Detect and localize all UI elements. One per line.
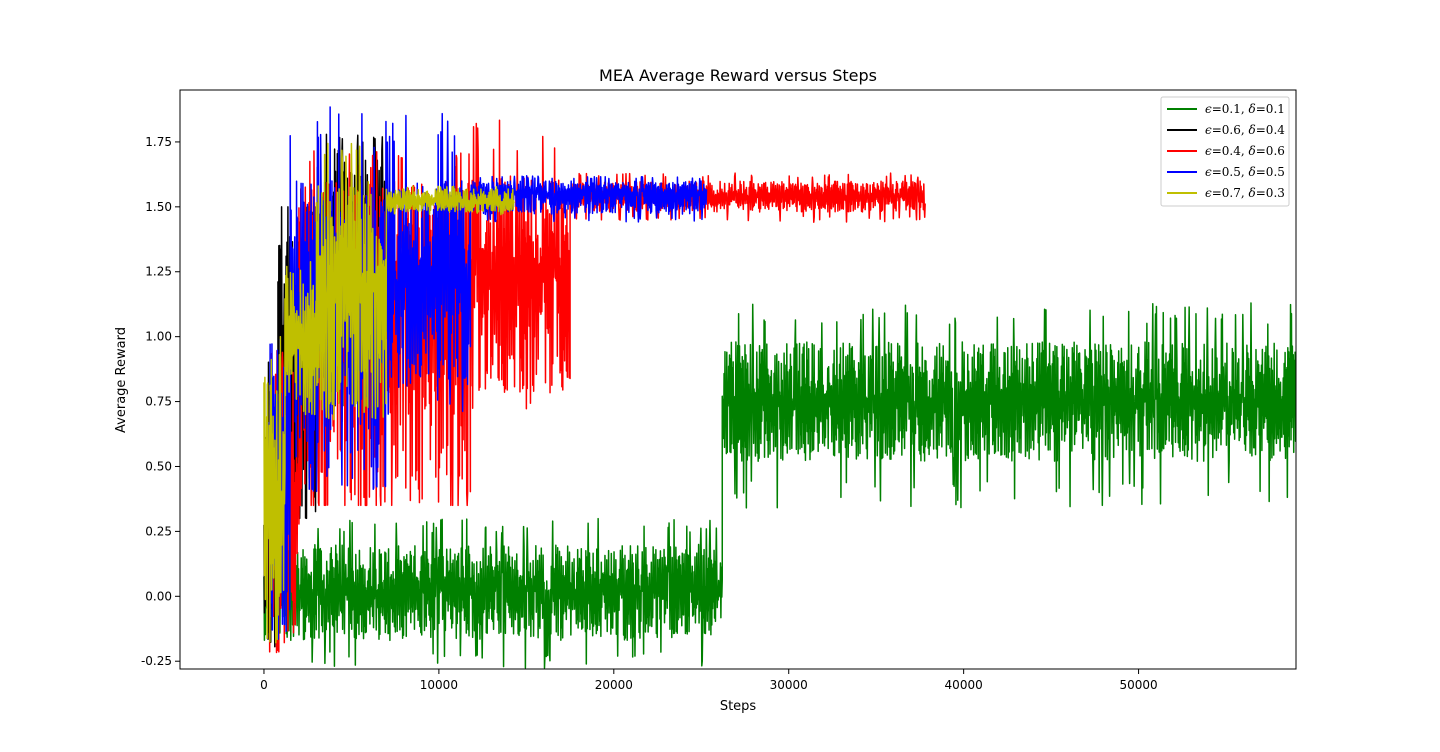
x-tick-label: 30000 bbox=[770, 678, 808, 692]
y-tick-label: 1.00 bbox=[145, 330, 172, 344]
series-line-1 bbox=[263, 302, 1296, 669]
legend-entry-5: ϵ=0.7, δ=0.3 bbox=[1205, 186, 1285, 200]
y-axis: -0.25 0.00 0.25 0.50 0.75 1.00 1.25 1.50 1.75 bbox=[141, 135, 180, 668]
x-tick-label: 20000 bbox=[595, 678, 633, 692]
x-tick-label: 40000 bbox=[945, 678, 983, 692]
x-tick-label: 50000 bbox=[1119, 678, 1157, 692]
y-tick-label: 0.75 bbox=[145, 395, 172, 409]
y-tick-label: 0.50 bbox=[145, 459, 172, 473]
y-tick-label: 0.00 bbox=[145, 589, 172, 603]
y-axis-label: Average Reward bbox=[114, 327, 129, 433]
axes-frame bbox=[179, 89, 1297, 670]
chart-title: MEA Average Reward versus Steps bbox=[599, 66, 877, 85]
plot-area bbox=[263, 106, 1296, 669]
legend-entry-2: ϵ=0.6, δ=0.4 bbox=[1205, 123, 1285, 137]
y-tick-label: 1.50 bbox=[145, 200, 172, 214]
y-tick-label: 1.25 bbox=[145, 265, 172, 279]
legend-box bbox=[1160, 96, 1290, 207]
legend: ϵ=0.1, δ=0.1 ϵ=0.6, δ=0.4 ϵ=0.4, δ=0.6 ϵ=0.… bbox=[1160, 96, 1290, 207]
x-axis: 0 10000 20000 30000 40000 50000 bbox=[260, 669, 1158, 692]
y-tick-label: -0.25 bbox=[141, 654, 172, 668]
legend-entry-1: ϵ=0.1, δ=0.1 bbox=[1205, 102, 1285, 116]
legend-entry-3: ϵ=0.4, δ=0.6 bbox=[1205, 144, 1285, 158]
y-tick-label: 1.75 bbox=[145, 135, 172, 149]
series-line-5 bbox=[263, 142, 515, 644]
legend-entry-4: ϵ=0.5, δ=0.5 bbox=[1205, 165, 1285, 179]
x-axis-label: Steps bbox=[720, 699, 757, 714]
x-tick-label: 10000 bbox=[420, 678, 458, 692]
y-tick-label: 0.25 bbox=[145, 524, 172, 538]
x-tick-label: 0 bbox=[260, 678, 268, 692]
